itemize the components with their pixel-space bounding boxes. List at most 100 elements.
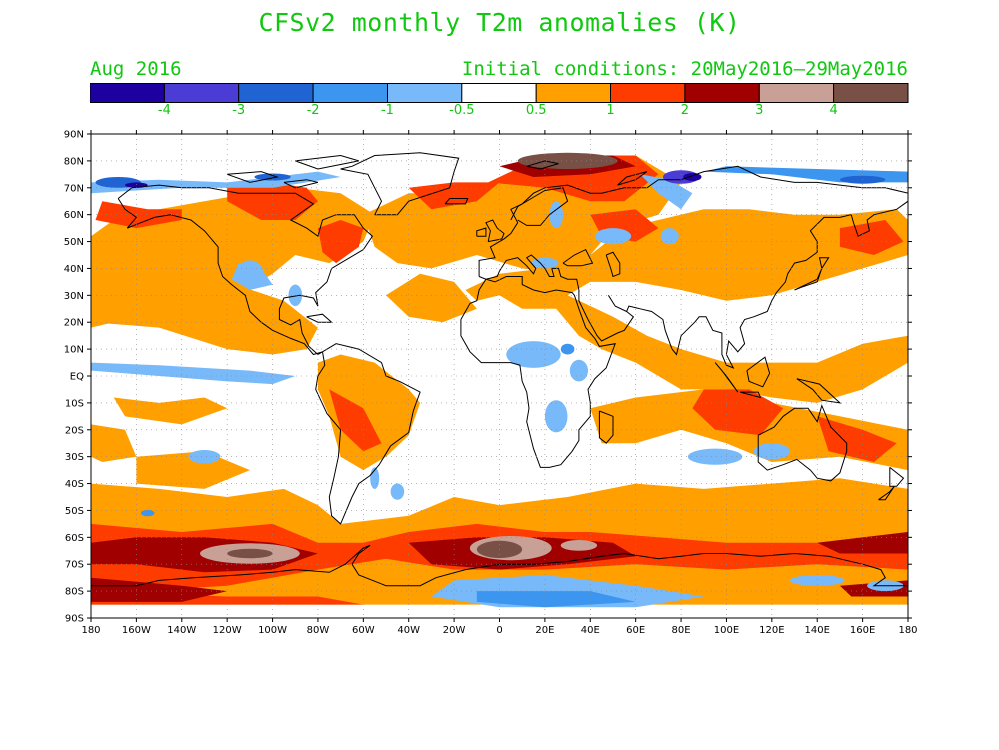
colorbar-label: -1 [380, 103, 394, 118]
anomaly-region [140, 509, 155, 517]
lat-label: 60S [65, 533, 84, 544]
anomaly-region [390, 483, 405, 500]
coastline [889, 467, 905, 487]
lon-label: 20E [535, 625, 554, 636]
coastline [794, 257, 830, 291]
lon-label: 140W [167, 625, 196, 636]
lon-label: 60W [352, 625, 375, 636]
coastline [283, 179, 319, 189]
coastline [315, 343, 421, 525]
lat-label: 10N [64, 345, 84, 356]
coastline [526, 160, 559, 170]
lat-label: 70N [64, 183, 84, 194]
coastline [739, 391, 762, 399]
lat-label: 20N [64, 318, 84, 329]
coastline [605, 251, 621, 278]
lat-label: 90S [65, 614, 84, 625]
anomaly-region [790, 575, 845, 586]
coastline [306, 313, 333, 323]
lat-label: EQ [70, 372, 84, 383]
anomaly-region [113, 397, 228, 425]
lat-label: 40S [65, 479, 84, 490]
lon-label: 120E [759, 625, 784, 636]
lat-label: 80N [64, 156, 84, 167]
axis-ticks: 90N 80N 70N 60N 50N 40N 30N 20N 10N EQ 10S 20S 30S 40… [64, 130, 918, 637]
lon-label: 140E [805, 625, 830, 636]
anomaly-region [506, 341, 561, 368]
map-title: CFSv2 monthly T2m anomalies (K) [258, 8, 741, 37]
lat-label: 40N [64, 264, 84, 275]
coastlines [91, 152, 908, 587]
coastline [460, 276, 616, 468]
anomaly-region [569, 359, 589, 382]
lat-label: 80S [65, 587, 84, 598]
lon-label: 40E [581, 625, 600, 636]
coastline [478, 165, 908, 277]
coastline [295, 154, 359, 170]
coastline [485, 219, 505, 243]
lon-label: 160W [122, 625, 151, 636]
lat-label: 70S [65, 560, 84, 571]
lat-label: 90N [64, 130, 84, 141]
lon-label: 0 [496, 625, 502, 636]
lat-label: 30S [65, 452, 84, 463]
coastline [444, 198, 469, 205]
anomaly-region [544, 400, 568, 433]
lon-label: 180 [81, 625, 100, 636]
lon-label: 20W [443, 625, 466, 636]
lon-label: 120W [213, 625, 242, 636]
anomaly-region [91, 577, 228, 602]
coastline [476, 227, 487, 237]
coastline [227, 171, 280, 183]
colorbar-label: 1 [606, 103, 615, 118]
initial-conditions-label: Initial conditions: 20May2016–29May2016 [461, 58, 908, 80]
anomaly-region [687, 448, 743, 465]
anomaly-region [91, 281, 318, 355]
colorbar-label: -0.5 [449, 103, 475, 118]
coastline [796, 378, 842, 404]
coastline [510, 187, 569, 226]
lon-label: 100W [258, 625, 287, 636]
coastline [757, 404, 848, 482]
colorbar-label: 0.5 [525, 103, 547, 118]
coastline [714, 362, 739, 393]
anomaly-region [95, 201, 182, 229]
valid-period-label: Aug 2016 [90, 58, 182, 80]
coastline [478, 200, 908, 369]
colorbar [90, 83, 909, 103]
anomaly-region [329, 389, 382, 452]
colorbar-label: 4 [829, 103, 838, 118]
anomaly-region [227, 182, 318, 220]
anomaly-region [386, 273, 477, 323]
lon-label: 80W [307, 625, 330, 636]
lon-label: 180 [898, 625, 917, 636]
anomaly-region [254, 173, 291, 181]
coastline [91, 544, 908, 587]
colorbar-label: 2 [680, 103, 690, 118]
anomaly-region [288, 284, 303, 307]
anomaly-region [692, 389, 784, 436]
lon-label: 60E [626, 625, 645, 636]
colorbar-label: -4 [157, 103, 171, 118]
anomaly-region [136, 451, 250, 489]
anomaly-region [476, 591, 636, 608]
anomaly-region [560, 343, 575, 355]
anomaly-region [817, 532, 908, 554]
gridlines [91, 134, 908, 618]
anomaly-region [227, 548, 273, 559]
lon-label: 80E [672, 625, 691, 636]
anomaly-region [317, 220, 364, 264]
coastline [117, 184, 374, 356]
anomaly-region [660, 228, 679, 245]
colorbar-labels: -4 -3 -2 -1 -0.5 0.5 1 2 3 4 [0, 103, 999, 123]
anomaly-region [465, 209, 908, 403]
lon-label: 160E [850, 625, 875, 636]
anomaly-region [91, 362, 296, 385]
coastline [340, 152, 460, 216]
coastline [617, 171, 648, 186]
anomaly-region [683, 173, 702, 181]
coastline [562, 248, 594, 267]
colorbar-label: -3 [232, 103, 246, 118]
anomaly-region [594, 228, 632, 245]
